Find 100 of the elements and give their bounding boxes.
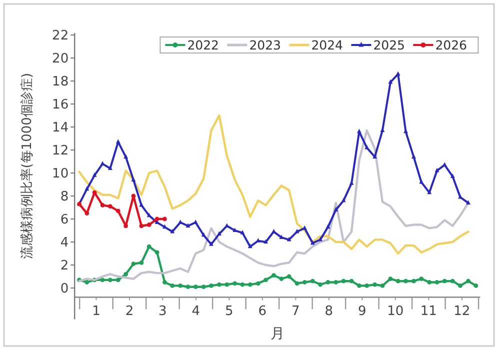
x-axis-title: 月 xyxy=(270,326,284,342)
point xyxy=(427,190,432,194)
point xyxy=(124,154,128,158)
point xyxy=(139,202,144,207)
x-tick-label: 10 xyxy=(387,304,404,320)
x-tick-label: 8 xyxy=(324,304,334,320)
point xyxy=(116,208,120,214)
point xyxy=(396,71,400,76)
point xyxy=(217,231,222,236)
point xyxy=(349,278,354,284)
point xyxy=(108,166,112,170)
point xyxy=(396,278,400,284)
legend-label: 2023 xyxy=(249,38,282,52)
point xyxy=(341,198,346,202)
point xyxy=(146,222,152,227)
point xyxy=(100,203,105,208)
point xyxy=(139,224,144,228)
y-tick-label: 4 xyxy=(60,236,69,250)
point xyxy=(108,278,112,282)
point xyxy=(240,230,245,234)
point xyxy=(412,278,416,284)
point xyxy=(341,278,346,284)
point xyxy=(154,216,160,222)
legend-label: 2022 xyxy=(187,38,220,52)
point xyxy=(146,244,152,249)
point xyxy=(279,276,284,281)
point xyxy=(84,280,90,284)
point xyxy=(131,262,136,266)
point xyxy=(272,273,276,278)
point xyxy=(178,284,183,288)
point xyxy=(310,240,315,245)
point xyxy=(124,272,128,276)
legend-label: 2024 xyxy=(311,38,344,52)
point xyxy=(286,274,292,279)
point xyxy=(364,144,370,150)
x-tick-label: 9 xyxy=(358,304,366,320)
x-tick-label: 5 xyxy=(225,304,234,320)
point xyxy=(154,250,160,255)
point xyxy=(364,284,370,288)
point xyxy=(224,282,230,287)
x-tick-label: 4 xyxy=(192,304,200,320)
point xyxy=(427,280,432,284)
y-tick-label: 6 xyxy=(60,212,69,228)
point xyxy=(84,186,90,191)
y-tick-label: 14 xyxy=(52,120,69,136)
point xyxy=(474,284,478,288)
legend-label: 2026 xyxy=(435,38,468,52)
point xyxy=(108,204,112,209)
x-tick-label: 3 xyxy=(158,304,167,320)
point xyxy=(139,260,144,265)
point xyxy=(466,200,470,204)
point xyxy=(186,223,190,228)
point xyxy=(356,128,362,134)
y-tick-label: 18 xyxy=(52,74,69,90)
point xyxy=(186,284,190,290)
point xyxy=(302,280,307,284)
y-tick-label: 22 xyxy=(52,28,69,44)
point xyxy=(116,139,120,144)
point xyxy=(162,216,167,222)
point xyxy=(419,276,424,281)
point xyxy=(326,280,330,284)
point xyxy=(450,174,455,178)
legend-label: 2025 xyxy=(373,38,406,52)
point xyxy=(146,212,152,218)
x-tick-label: 1 xyxy=(92,304,100,320)
x-tick-label: 7 xyxy=(292,304,300,320)
point xyxy=(232,281,238,286)
point xyxy=(209,242,214,246)
point xyxy=(162,280,167,284)
point xyxy=(388,79,393,84)
point xyxy=(209,284,214,288)
point xyxy=(201,232,206,237)
point xyxy=(131,177,136,182)
point xyxy=(326,224,330,229)
point xyxy=(442,278,447,284)
point xyxy=(256,281,260,286)
point xyxy=(248,244,252,248)
point xyxy=(193,284,198,290)
point xyxy=(450,278,455,284)
x-tick-label: 12 xyxy=(454,304,470,320)
y-tick-label: 10 xyxy=(52,166,69,182)
y-tick-label: 8 xyxy=(60,190,69,204)
point xyxy=(412,154,416,158)
point xyxy=(372,282,378,287)
point xyxy=(318,282,322,287)
point xyxy=(434,280,440,284)
point xyxy=(170,228,175,234)
point xyxy=(264,239,268,244)
point xyxy=(356,284,362,288)
y-tick-label: 12 xyxy=(52,144,69,158)
point xyxy=(458,284,462,288)
point xyxy=(334,280,338,284)
point xyxy=(84,211,90,216)
y-axis-title: 流感樣病例比率(每1000個診症) xyxy=(19,72,35,260)
y-tick-label: 16 xyxy=(52,98,69,112)
point xyxy=(201,284,206,290)
y-tick-label: 2 xyxy=(60,258,69,274)
point xyxy=(116,278,120,282)
point xyxy=(240,282,245,287)
point xyxy=(217,282,222,287)
